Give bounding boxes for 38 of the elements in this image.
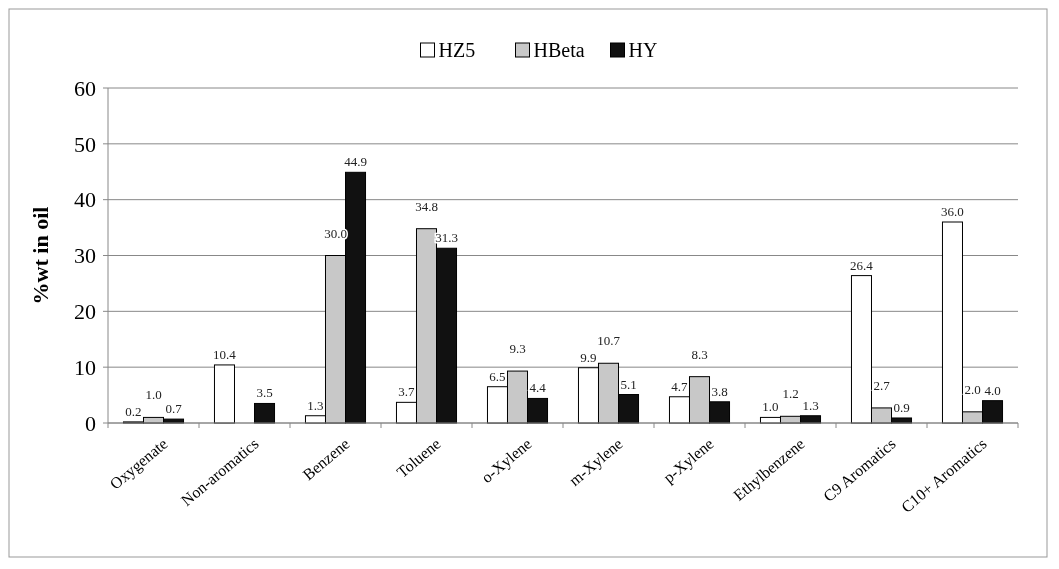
- y-tick-label: 20: [74, 299, 96, 325]
- data-label: 4.7: [671, 378, 689, 394]
- data-label: 6.5: [489, 368, 506, 384]
- y-tick-label: 50: [74, 131, 96, 157]
- data-label: 10.4: [213, 346, 237, 362]
- data-label: 34.8: [415, 198, 438, 214]
- y-tick-label: 30: [74, 243, 96, 269]
- legend-label: HZ5: [438, 39, 476, 61]
- data-label: 3.7: [398, 384, 416, 400]
- legend-label: HY: [628, 39, 658, 61]
- data-label: 4.0: [984, 382, 1001, 398]
- data-label: 9.9: [580, 349, 597, 365]
- y-tick-label: 40: [74, 187, 96, 213]
- data-label: 3.8: [711, 383, 728, 399]
- data-label: 0.2: [125, 403, 142, 419]
- data-label: 26.4: [850, 257, 874, 273]
- data-label: 1.3: [802, 397, 819, 413]
- data-label: 8.3: [691, 346, 708, 362]
- y-tick-label: 60: [74, 75, 96, 101]
- legend-label: HBeta: [533, 39, 585, 61]
- data-label: 1.3: [307, 397, 324, 413]
- data-label: 0.9: [893, 399, 910, 415]
- data-label: 2.7: [873, 377, 891, 393]
- data-label: 36.0: [941, 204, 964, 219]
- data-label: 44.9: [344, 154, 367, 170]
- data-label: 3.5: [256, 385, 273, 401]
- data-label: 5.1: [620, 376, 637, 392]
- data-label: 4.4: [529, 380, 547, 396]
- data-label: 0.7: [165, 401, 183, 417]
- data-label: 10.7: [597, 333, 621, 349]
- y-tick-label: 10: [74, 354, 96, 380]
- data-label: 2.0: [964, 381, 981, 397]
- y-axis-title: %wt in oil: [28, 206, 53, 305]
- data-label: 1.2: [782, 386, 799, 402]
- data-label: 1.0: [762, 399, 779, 415]
- data-label: 9.3: [509, 341, 526, 357]
- data-label: 1.0: [145, 387, 162, 403]
- y-tick-label: 0: [85, 410, 96, 436]
